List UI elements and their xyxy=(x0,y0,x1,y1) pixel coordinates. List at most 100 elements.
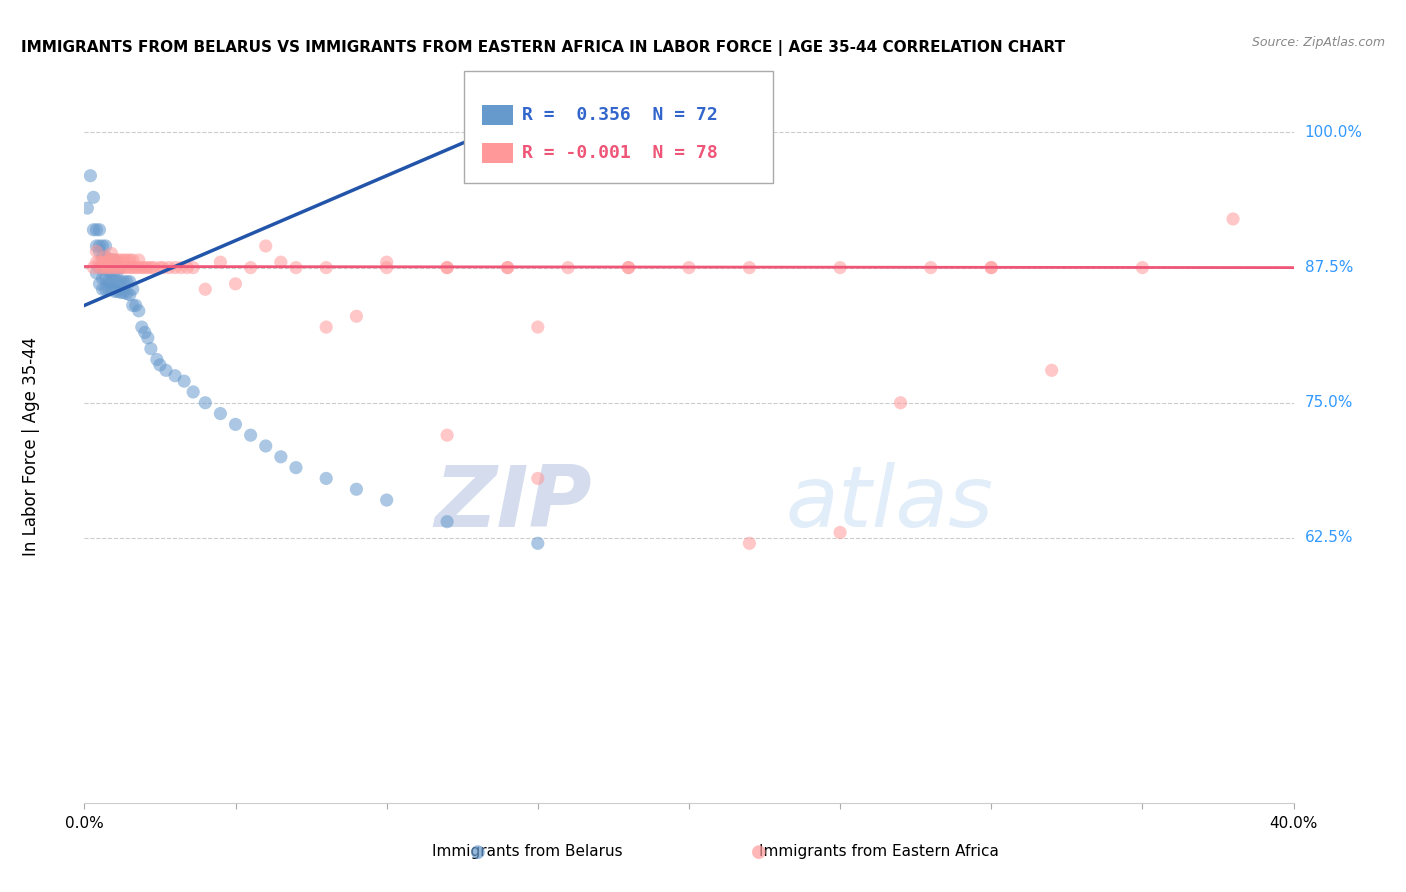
Point xyxy=(91,260,114,275)
Point xyxy=(346,310,368,324)
Point xyxy=(82,260,104,275)
Text: IMMIGRANTS FROM BELARUS VS IMMIGRANTS FROM EASTERN AFRICA IN LABOR FORCE | AGE 3: IMMIGRANTS FROM BELARUS VS IMMIGRANTS FR… xyxy=(21,40,1066,56)
Point xyxy=(118,260,141,275)
Point xyxy=(89,260,111,275)
Point xyxy=(91,271,114,285)
Point xyxy=(254,439,277,453)
Point xyxy=(239,428,262,442)
Point xyxy=(225,417,247,432)
Point xyxy=(94,271,117,285)
Point xyxy=(91,239,114,253)
Point xyxy=(157,260,180,275)
Point xyxy=(980,260,1002,275)
Point xyxy=(97,253,120,268)
Point xyxy=(100,260,122,275)
Point xyxy=(89,277,111,291)
Point xyxy=(375,493,398,508)
Point xyxy=(112,253,135,268)
Point xyxy=(496,260,519,275)
Point xyxy=(738,260,761,275)
Point xyxy=(97,260,120,275)
Point xyxy=(107,264,129,278)
Point xyxy=(94,260,117,275)
Point xyxy=(107,285,129,299)
Text: atlas: atlas xyxy=(786,461,994,545)
Point xyxy=(209,255,232,269)
Text: 75.0%: 75.0% xyxy=(1305,395,1353,410)
Point xyxy=(152,260,174,275)
Text: 62.5%: 62.5% xyxy=(1305,531,1353,545)
Point xyxy=(496,260,519,275)
Point xyxy=(920,260,942,275)
Point xyxy=(163,260,186,275)
Point xyxy=(112,285,135,300)
Point xyxy=(89,239,111,253)
Point xyxy=(738,536,761,550)
Point xyxy=(176,260,198,275)
Text: 0.0%: 0.0% xyxy=(65,816,104,830)
Text: 87.5%: 87.5% xyxy=(1305,260,1353,275)
Point xyxy=(104,253,127,268)
Point xyxy=(91,260,114,275)
Point xyxy=(104,264,127,278)
Point xyxy=(94,250,117,264)
Point xyxy=(125,260,148,275)
Point xyxy=(112,260,135,275)
Point xyxy=(173,374,195,388)
Point xyxy=(112,275,135,289)
Point xyxy=(110,253,132,268)
Point xyxy=(97,275,120,289)
Point xyxy=(91,282,114,296)
Point xyxy=(118,275,141,289)
Point xyxy=(104,285,127,299)
Text: ●: ● xyxy=(470,843,486,861)
Point xyxy=(980,260,1002,275)
Point xyxy=(346,482,368,496)
Point xyxy=(82,190,104,204)
Point xyxy=(110,260,132,275)
Point xyxy=(89,260,111,275)
Point xyxy=(86,255,108,269)
Point xyxy=(100,264,122,278)
Point xyxy=(104,260,127,275)
Text: R =  0.356  N = 72: R = 0.356 N = 72 xyxy=(522,106,717,124)
Point xyxy=(270,450,292,464)
Point xyxy=(100,282,122,296)
Point xyxy=(146,352,169,367)
Point xyxy=(315,260,337,275)
Point xyxy=(110,260,132,275)
Point xyxy=(375,260,398,275)
Point xyxy=(97,264,120,278)
Point xyxy=(121,260,143,275)
Point xyxy=(121,298,143,312)
Point xyxy=(115,286,138,301)
Point xyxy=(121,253,143,268)
Point xyxy=(315,320,337,334)
Point xyxy=(315,471,337,485)
Point xyxy=(1222,211,1244,226)
Point xyxy=(436,428,458,442)
Point xyxy=(94,255,117,269)
Point xyxy=(149,260,172,275)
Point xyxy=(76,201,98,215)
Point xyxy=(830,525,852,540)
Point xyxy=(115,275,138,289)
Point xyxy=(436,515,458,529)
Point xyxy=(1040,363,1063,377)
Point xyxy=(104,253,127,268)
Point xyxy=(131,320,153,334)
Text: Immigrants from Belarus: Immigrants from Belarus xyxy=(432,845,623,859)
Point xyxy=(890,396,912,410)
Text: Immigrants from Eastern Africa: Immigrants from Eastern Africa xyxy=(759,845,998,859)
Text: ZIP: ZIP xyxy=(434,461,592,545)
Point xyxy=(678,260,700,275)
Point xyxy=(89,244,111,259)
Point xyxy=(89,223,111,237)
Point xyxy=(209,407,232,421)
Point xyxy=(254,239,277,253)
Point xyxy=(107,253,129,268)
Point xyxy=(284,260,308,275)
Point xyxy=(125,298,148,312)
Point xyxy=(107,260,129,275)
Point xyxy=(128,303,150,318)
